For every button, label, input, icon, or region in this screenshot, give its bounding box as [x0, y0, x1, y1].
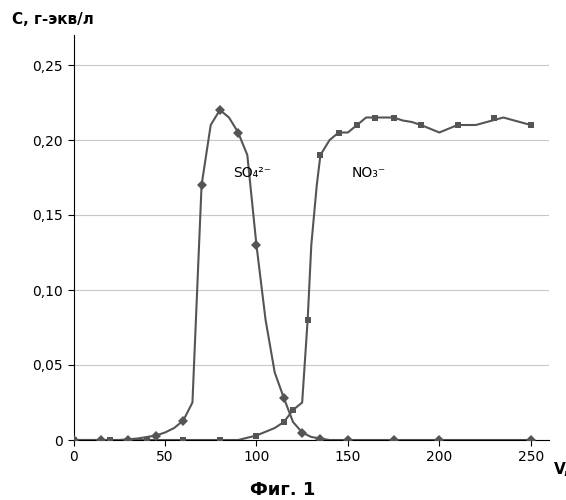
Text: SO₄²⁻: SO₄²⁻ [233, 166, 271, 180]
Text: С, г-экв/л: С, г-экв/л [12, 12, 93, 27]
Text: V, мл: V, мл [554, 462, 566, 477]
Text: Фиг. 1: Фиг. 1 [250, 481, 316, 499]
Text: NO₃⁻: NO₃⁻ [351, 166, 386, 180]
